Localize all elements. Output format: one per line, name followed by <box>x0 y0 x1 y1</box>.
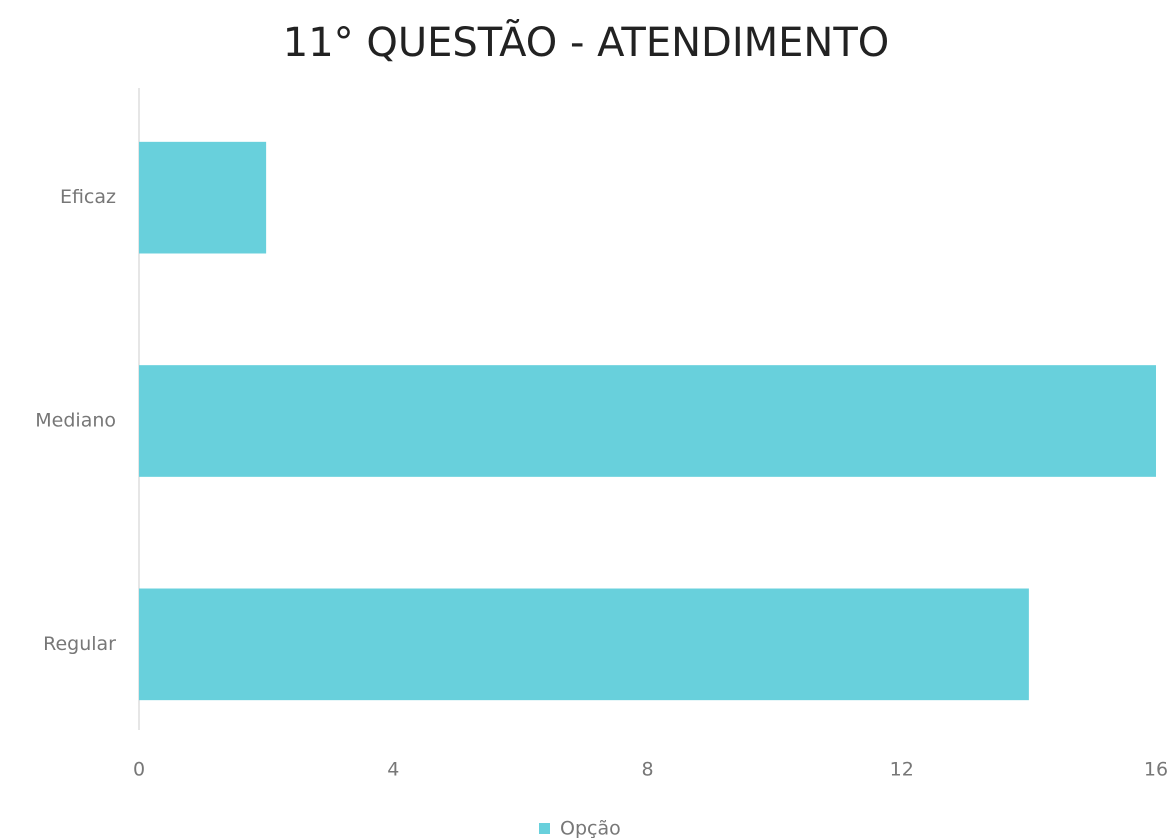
x-tick-label: 12 <box>890 759 914 781</box>
bar <box>139 588 1029 701</box>
x-tick-label: 4 <box>387 759 399 781</box>
legend-swatch <box>539 823 550 834</box>
y-tick-label: Regular <box>43 633 116 655</box>
bar <box>139 365 1156 477</box>
x-tick-label: 8 <box>641 759 653 781</box>
y-tick-label: Mediano <box>35 410 116 432</box>
chart-title: 11° QUESTÃO - ATENDIMENTO <box>283 18 889 66</box>
y-tick-label: Eficaz <box>60 186 116 208</box>
x-tick-label: 0 <box>133 759 145 781</box>
legend-label: Opção <box>560 818 621 838</box>
bar <box>139 141 267 254</box>
x-tick-label: 16 <box>1144 759 1168 781</box>
